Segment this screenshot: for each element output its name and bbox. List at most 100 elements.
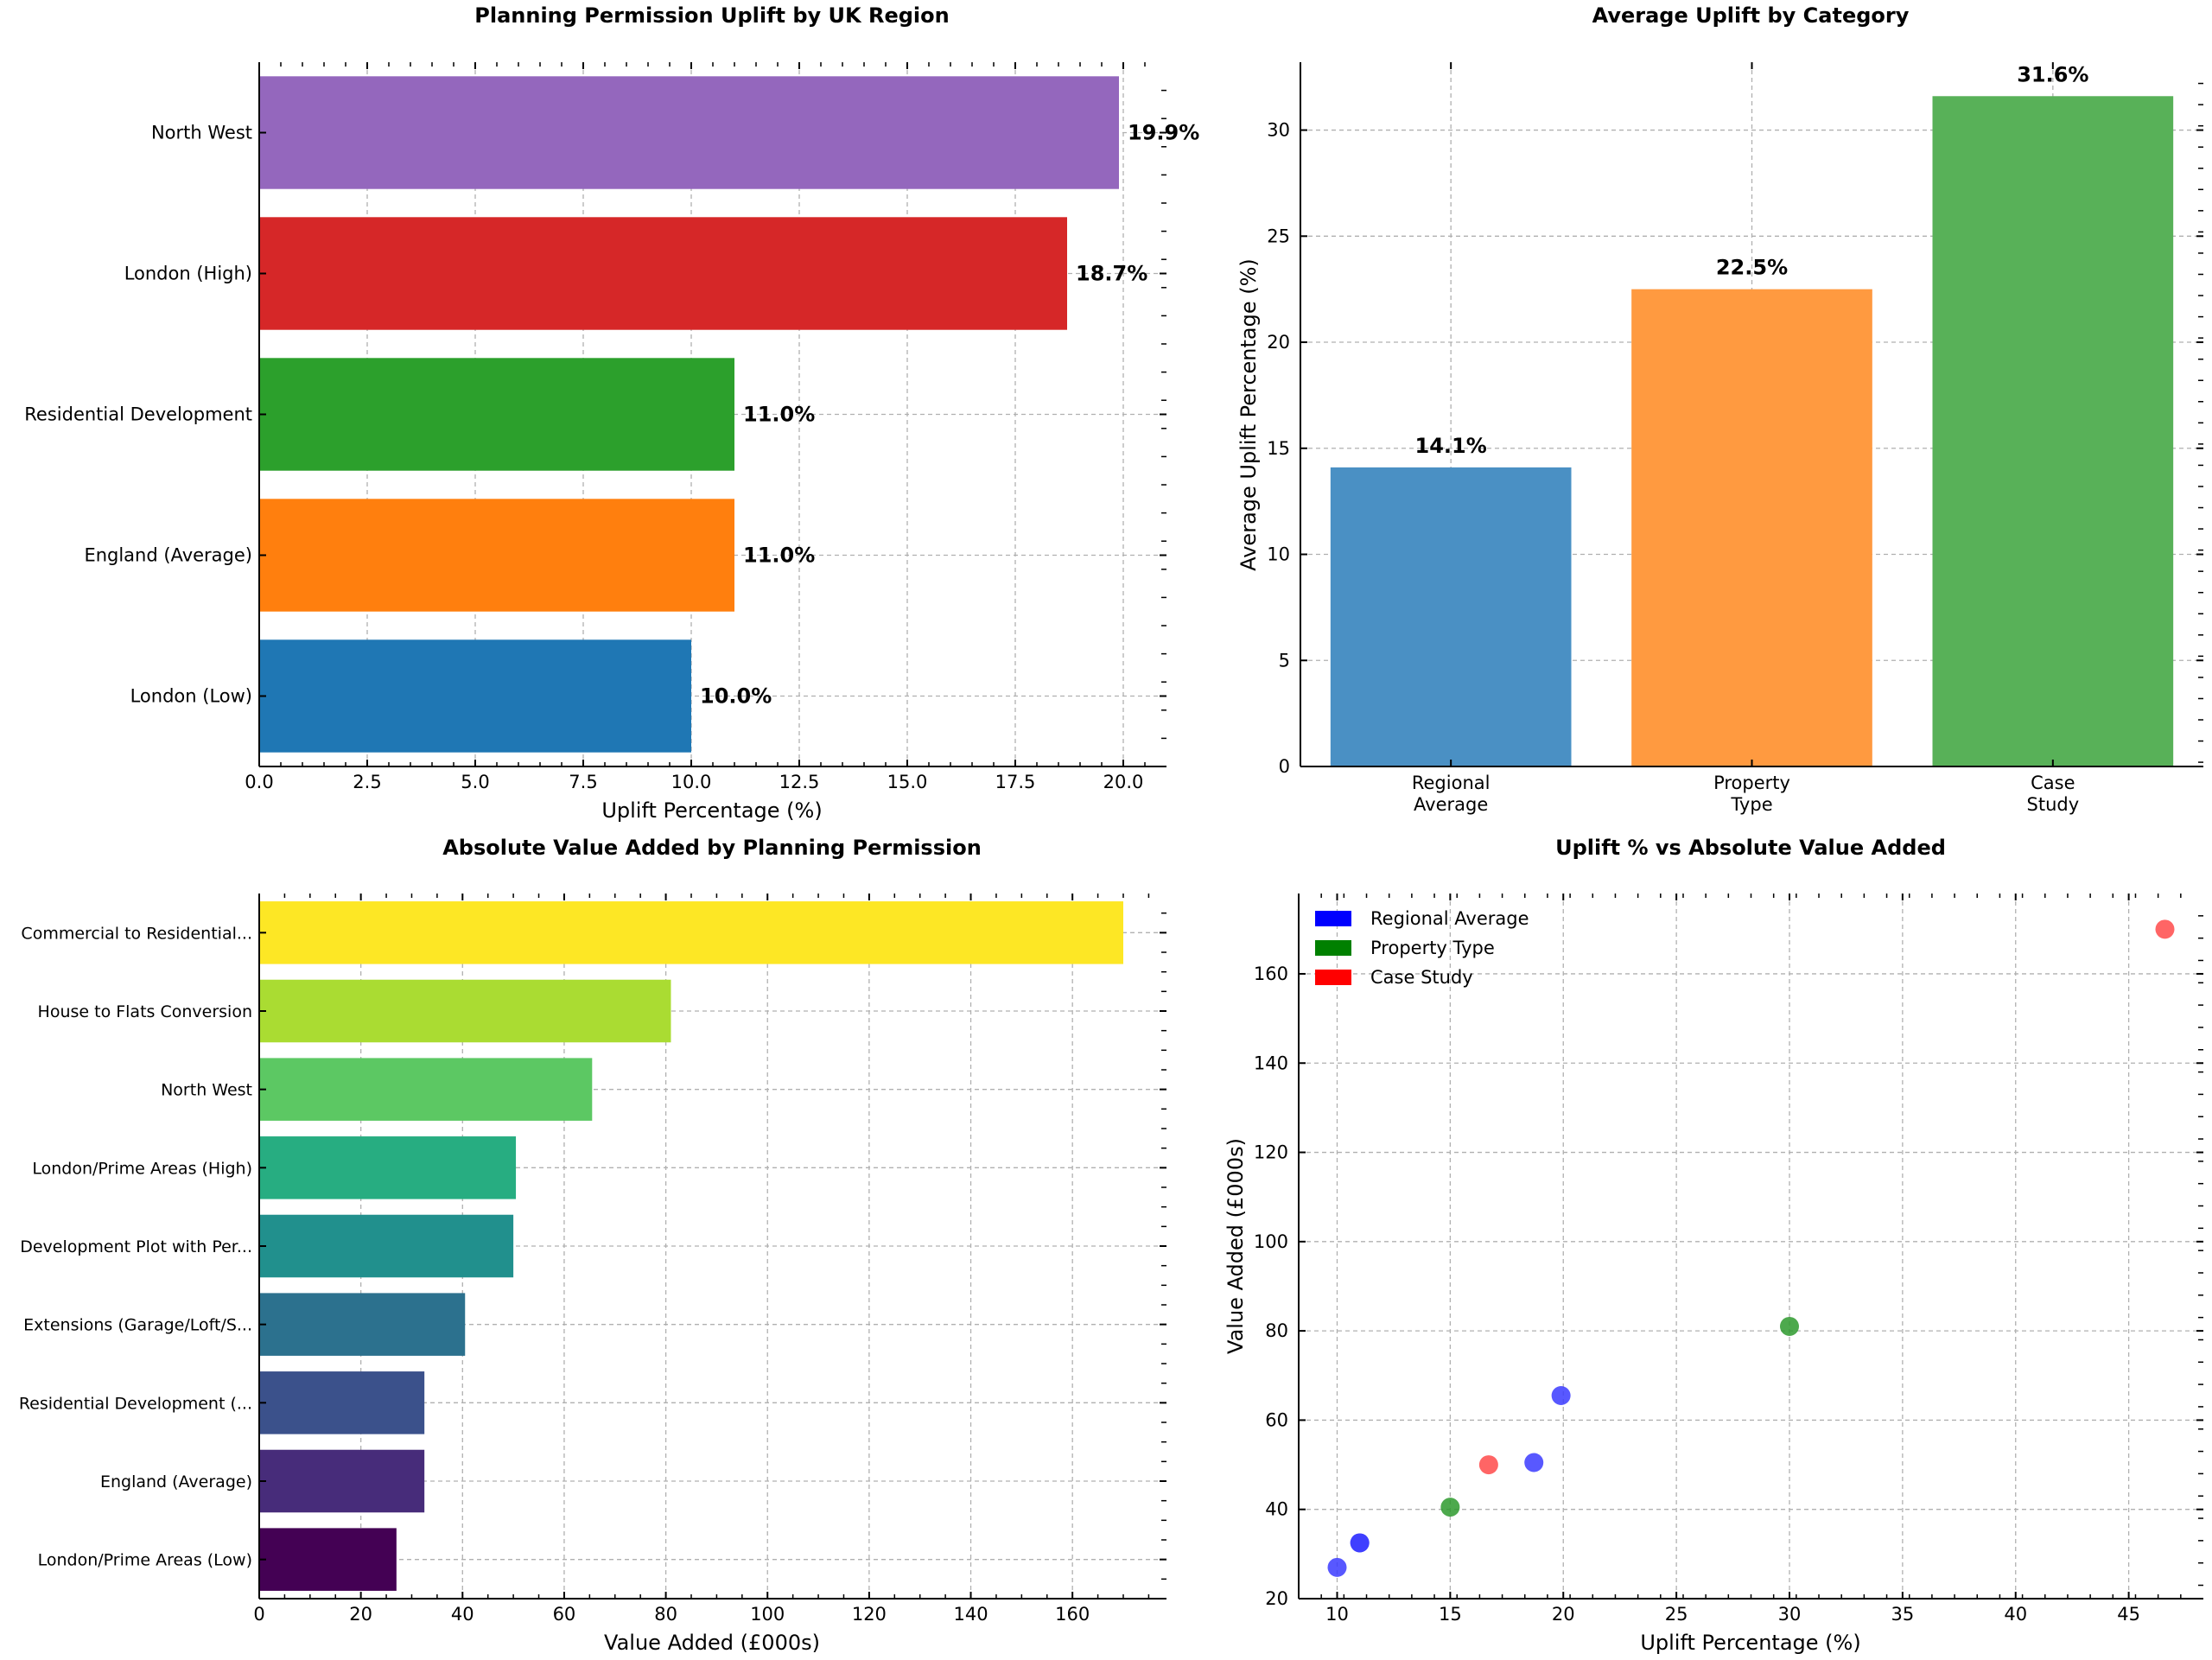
region-uplift-bar xyxy=(259,358,734,471)
scatter-xlabel: Uplift Percentage (%) xyxy=(1640,1631,1860,1655)
value-added-bar xyxy=(259,1449,425,1513)
category-uplift-category-line2: Average xyxy=(1414,794,1488,815)
value-added-bar xyxy=(259,1528,397,1591)
scatter-point xyxy=(1350,1533,1370,1553)
value-added-x-tick-label: 40 xyxy=(451,1604,474,1625)
value-added-title: Absolute Value Added by Planning Permiss… xyxy=(442,836,982,860)
scatter-axes xyxy=(1298,894,2203,1600)
value-added-category-label: England (Average) xyxy=(100,1472,252,1491)
region-uplift-category-label: London (Low) xyxy=(130,686,252,707)
category-uplift-y-tick-label: 5 xyxy=(1279,650,1290,671)
category-uplift-y-tick-label: 20 xyxy=(1267,332,1290,353)
region-uplift-data-label: 11.0% xyxy=(743,403,815,427)
region-uplift-category-label: England (Average) xyxy=(84,545,252,566)
scatter-panel: Uplift % vs Absolute Value Added Uplift … xyxy=(1224,836,2203,1655)
category-uplift-y-ticks: 0 5 10 15 20 25 30 xyxy=(1267,120,2203,777)
value-added-panel: Absolute Value Added by Planning Permiss… xyxy=(19,836,1166,1655)
scatter-y-tick-label: 60 xyxy=(1265,1409,1288,1430)
scatter-legend-swatch xyxy=(1315,970,1351,985)
scatter-x-tick-label: 15 xyxy=(1439,1604,1462,1625)
scatter-title: Uplift % vs Absolute Value Added xyxy=(1555,836,1946,860)
value-added-bar xyxy=(259,901,1123,964)
scatter-legend-swatch xyxy=(1315,940,1351,956)
value-added-x-tick-label: 60 xyxy=(553,1604,576,1625)
category-uplift-ylabel: Average Uplift Percentage (%) xyxy=(1236,258,1261,571)
value-added-category-label: London/Prime Areas (High) xyxy=(32,1159,252,1178)
region-uplift-x-tick-label: 20.0 xyxy=(1103,772,1144,792)
region-uplift-data-labels: 10.0%11.0%11.0%18.7%19.9% xyxy=(700,121,1199,709)
value-added-xlabel: Value Added (£000s) xyxy=(604,1631,820,1655)
value-added-bar xyxy=(259,1371,425,1434)
category-uplift-bar xyxy=(1932,96,2174,767)
region-uplift-x-tick-label: 12.5 xyxy=(779,772,820,792)
value-added-category-label: Commercial to Residential... xyxy=(21,924,252,943)
region-uplift-data-label: 10.0% xyxy=(700,684,772,709)
value-added-bar xyxy=(259,1136,517,1199)
scatter-y-tick-label: 100 xyxy=(1254,1231,1288,1252)
category-uplift-y-tick-label: 15 xyxy=(1267,438,1290,459)
region-uplift-x-tick-label: 2.5 xyxy=(353,772,381,792)
region-uplift-categories: London (Low) England (Average) Residential… xyxy=(24,123,252,707)
scatter-x-tick-label: 30 xyxy=(1778,1604,1802,1625)
category-uplift-y-tick-label: 25 xyxy=(1267,226,1290,246)
category-uplift-bar xyxy=(1631,289,1872,766)
category-uplift-category-line2: Study xyxy=(2027,794,2080,815)
scatter-point xyxy=(2155,919,2175,939)
value-added-bars xyxy=(259,901,1123,1591)
region-uplift-bar xyxy=(259,639,691,753)
scatter-legend-label: Regional Average xyxy=(1370,908,1529,929)
category-uplift-bar xyxy=(1330,467,1572,766)
value-added-x-tick-label: 120 xyxy=(852,1604,887,1625)
scatter-x-tick-label: 20 xyxy=(1552,1604,1575,1625)
category-uplift-title: Average Uplift by Category xyxy=(1592,3,1910,28)
scatter-x-tick-label: 40 xyxy=(2004,1604,2027,1625)
value-added-bar xyxy=(259,1214,514,1278)
scatter-point xyxy=(1524,1453,1544,1472)
value-added-categories: London/Prime Areas (Low) England (Average… xyxy=(19,924,252,1569)
scatter-y-tick-label: 80 xyxy=(1265,1320,1288,1341)
value-added-x-tick-label: 160 xyxy=(1055,1604,1090,1625)
value-added-bar xyxy=(259,1293,466,1356)
value-added-axes xyxy=(258,894,1166,1600)
category-uplift-category-line2: Type xyxy=(1730,794,1772,815)
region-uplift-category-label: North West xyxy=(151,123,252,143)
value-added-category-label: Extensions (Garage/Loft/S... xyxy=(23,1316,252,1335)
region-uplift-bar xyxy=(259,217,1067,330)
scatter-x-tick-label: 25 xyxy=(1665,1604,1688,1625)
region-uplift-category-label: London (High) xyxy=(124,264,252,284)
region-uplift-data-label: 18.7% xyxy=(1076,262,1147,286)
value-added-x-tick-label: 20 xyxy=(349,1604,372,1625)
value-added-x-tick-label: 100 xyxy=(750,1604,785,1625)
scatter-legend-label: Property Type xyxy=(1370,938,1495,958)
scatter-x-tick-label: 10 xyxy=(1325,1604,1349,1625)
scatter-point xyxy=(1779,1316,1799,1336)
value-added-bar xyxy=(259,979,671,1043)
scatter-legend-label: Case Study xyxy=(1370,967,1473,988)
scatter-y-tick-label: 40 xyxy=(1265,1499,1288,1520)
region-uplift-title: Planning Permission Uplift by UK Region xyxy=(474,3,949,28)
scatter-y-tick-label: 160 xyxy=(1254,964,1288,984)
scatter-point xyxy=(1551,1386,1571,1406)
region-uplift-x-tick-label: 15.0 xyxy=(887,772,928,792)
value-added-bar xyxy=(259,1058,593,1121)
scatter-ylabel: Value Added (£000s) xyxy=(1224,1138,1248,1354)
region-uplift-x-tick-label: 10.0 xyxy=(671,772,712,792)
region-uplift-x-tick-label: 7.5 xyxy=(569,772,597,792)
scatter-x-ticks: 10 15 20 25 30 35 40 45 xyxy=(1325,894,2140,1625)
category-uplift-bars xyxy=(1330,96,2174,767)
category-uplift-category-line1: Property xyxy=(1713,773,1790,793)
region-uplift-x-tick-label: 5.0 xyxy=(461,772,489,792)
scatter-legend: Regional Average Property Type Case Study xyxy=(1315,908,1529,988)
category-uplift-y-tick-label: 10 xyxy=(1267,544,1290,565)
region-uplift-bars xyxy=(259,76,1119,753)
region-uplift-xlabel: Uplift Percentage (%) xyxy=(601,798,822,823)
value-added-category-label: Development Plot with Per... xyxy=(20,1237,252,1256)
category-uplift-data-label: 22.5% xyxy=(1716,256,1788,280)
scatter-y-tick-label: 20 xyxy=(1265,1588,1288,1609)
value-added-category-label: North West xyxy=(161,1081,252,1100)
scatter-x-tick-label: 45 xyxy=(2117,1604,2140,1625)
category-uplift-category-line1: Case xyxy=(2031,773,2075,793)
scatter-x-tick-label: 35 xyxy=(1891,1604,1915,1625)
